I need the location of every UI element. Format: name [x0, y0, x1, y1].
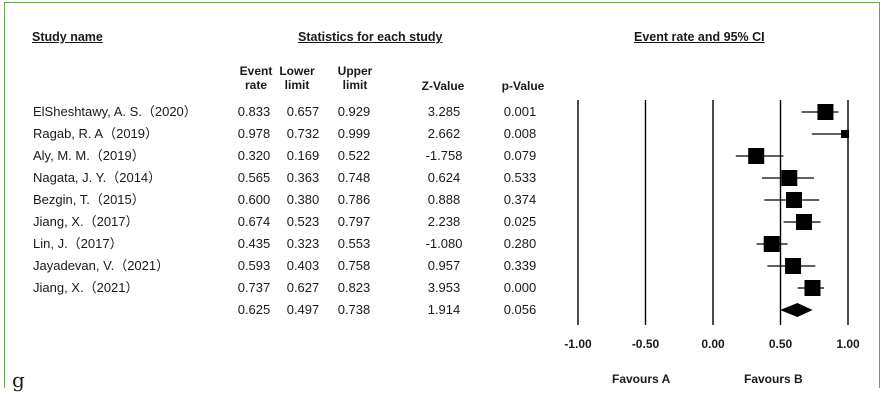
event-rate-cell: 0.320: [237, 148, 271, 163]
study-name: Ragab, R. A（2019）: [33, 126, 159, 141]
lower-limit-cell: 0.380: [286, 192, 320, 207]
z-value-cell: 3.953: [427, 280, 461, 295]
p-value-cell: 0.025: [503, 214, 537, 229]
x-tick-label: 0.50: [769, 337, 793, 351]
point-estimate: [841, 130, 850, 138]
point-estimate: [785, 258, 802, 274]
statistics-header: Statistics for each study: [298, 30, 443, 44]
point-estimate: [795, 214, 812, 230]
event-rate-cell: 0.978: [237, 126, 271, 141]
z-value-cell: 2.238: [427, 214, 461, 229]
lower-limit-cell: 0.627: [286, 280, 320, 295]
upper-limit-cell: 0.748: [337, 170, 371, 185]
upper-limit-cell: 0.999: [337, 126, 371, 141]
z-value-cell: 0.624: [427, 170, 461, 185]
column-header-event-rate: Event rate: [239, 64, 273, 92]
study-name: Bezgin, T.（2015）: [33, 192, 145, 207]
z-value-cell: 3.285: [427, 104, 461, 119]
column-header-upper-limit: Upper limit: [337, 64, 373, 92]
point-estimate: [748, 148, 765, 164]
favours-b-label: Favours B: [744, 372, 803, 386]
point-estimate: [817, 104, 834, 120]
study-name: Nagata, J. Y.（2014）: [33, 170, 162, 185]
event-rate-cell: 0.593: [237, 258, 271, 273]
lower-limit-cell: 0.169: [286, 148, 320, 163]
pooled-p-value-cell: 0.056: [503, 302, 537, 317]
study-name: ElSheshtawy, A. S.（2020）: [33, 104, 197, 119]
lower-limit-cell: 0.403: [286, 258, 320, 273]
upper-limit-cell: 0.522: [337, 148, 371, 163]
study-name: Jiang, X.（2017）: [33, 214, 139, 229]
figure-frame: [4, 2, 880, 388]
z-value-cell: 2.662: [427, 126, 461, 141]
lower-limit-cell: 0.657: [286, 104, 320, 119]
z-value-cell: 0.957: [427, 258, 461, 273]
pooled-event-rate-cell: 0.625: [237, 302, 271, 317]
point-estimate: [763, 236, 780, 252]
event-rate-cell: 0.600: [237, 192, 271, 207]
lower-limit-cell: 0.523: [286, 214, 320, 229]
study-name: Lin, J.（2017）: [33, 236, 123, 251]
p-value-cell: 0.079: [503, 148, 537, 163]
z-value-cell: -1.758: [425, 148, 463, 163]
lower-limit-cell: 0.323: [286, 236, 320, 251]
column-header-p-value: p-Value: [501, 79, 545, 93]
upper-limit-cell: 0.758: [337, 258, 371, 273]
p-value-cell: 0.008: [503, 126, 537, 141]
p-value-cell: 0.533: [503, 170, 537, 185]
pooled-lower-limit-cell: 0.497: [286, 302, 320, 317]
p-value-cell: 0.339: [503, 258, 537, 273]
z-value-cell: -1.080: [425, 236, 463, 251]
p-value-cell: 0.280: [503, 236, 537, 251]
lower-limit-cell: 0.732: [286, 126, 320, 141]
p-value-cell: 0.000: [503, 280, 537, 295]
plot-header: Event rate and 95% CI: [634, 30, 765, 44]
event-rate-cell: 0.565: [237, 170, 271, 185]
panel-letter: g: [12, 368, 25, 392]
point-estimate: [786, 192, 802, 208]
pooled-diamond: [780, 303, 813, 317]
study-name: Jiang, X.（2021）: [33, 280, 139, 295]
event-rate-cell: 0.674: [237, 214, 271, 229]
p-value-cell: 0.001: [503, 104, 537, 119]
point-estimate: [781, 170, 798, 186]
x-tick-label: -1.00: [564, 337, 592, 351]
x-tick-label: 1.00: [836, 337, 860, 351]
upper-limit-cell: 0.553: [337, 236, 371, 251]
column-header-lower-limit: Lower limit: [279, 64, 315, 92]
upper-limit-cell: 0.823: [337, 280, 371, 295]
x-tick-label: -0.50: [632, 337, 660, 351]
point-estimate: [804, 280, 821, 296]
lower-limit-cell: 0.363: [286, 170, 320, 185]
z-value-cell: 0.888: [427, 192, 461, 207]
favours-a-label: Favours A: [612, 372, 671, 386]
event-rate-cell: 0.435: [237, 236, 271, 251]
x-tick-label: 0.00: [701, 337, 725, 351]
study-name: Aly, M. M.（2019）: [33, 148, 145, 163]
upper-limit-cell: 0.797: [337, 214, 371, 229]
column-header-z-value: Z-Value: [421, 79, 465, 93]
study-name-header: Study name: [32, 30, 103, 44]
p-value-cell: 0.374: [503, 192, 537, 207]
upper-limit-cell: 0.786: [337, 192, 371, 207]
upper-limit-cell: 0.929: [337, 104, 371, 119]
pooled-z-value-cell: 1.914: [427, 302, 461, 317]
pooled-upper-limit-cell: 0.738: [337, 302, 371, 317]
event-rate-cell: 0.737: [237, 280, 271, 295]
event-rate-cell: 0.833: [237, 104, 271, 119]
study-name: Jayadevan, V.（2021）: [33, 258, 170, 273]
